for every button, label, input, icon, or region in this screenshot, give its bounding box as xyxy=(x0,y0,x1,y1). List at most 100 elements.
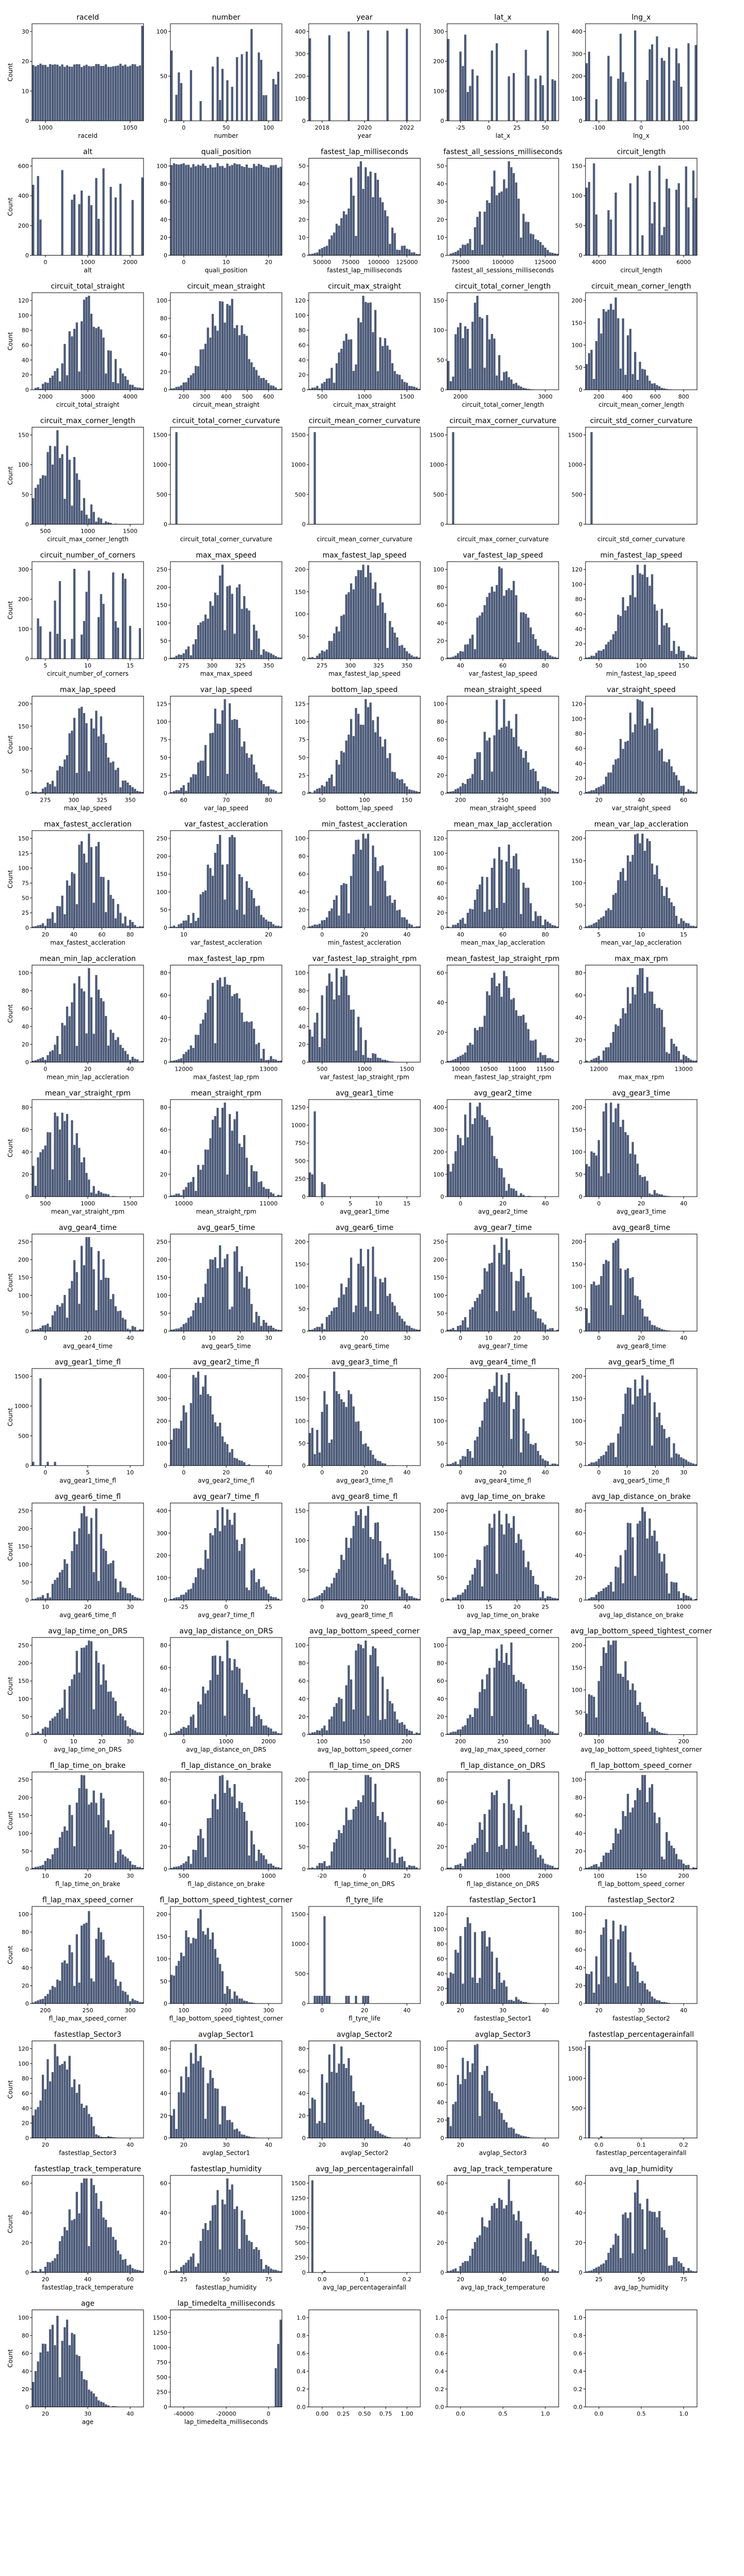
histogram-bar xyxy=(651,863,654,928)
histogram-bar xyxy=(94,63,98,121)
histogram-bar xyxy=(493,338,496,390)
y-axis-label: Count xyxy=(7,197,14,216)
y-tick-label: 100 xyxy=(18,745,29,752)
histogram-bar xyxy=(685,1056,688,1062)
histogram-bar xyxy=(355,1650,357,1735)
histogram-bar xyxy=(226,163,229,256)
y-tick-label: 60 xyxy=(22,342,29,349)
x-tick-label: 1000 xyxy=(219,1738,233,1745)
histogram-bar xyxy=(214,2088,217,2138)
histogram-bar xyxy=(495,2102,498,2138)
histogram-bar xyxy=(214,1793,217,1869)
axes-frame xyxy=(447,427,559,524)
histogram-bar xyxy=(138,791,141,793)
histogram-bar xyxy=(461,244,464,256)
histogram-bar xyxy=(648,380,651,390)
histogram-bar xyxy=(63,1295,66,1331)
histogram-bar xyxy=(204,1283,207,1331)
histogram-bar xyxy=(478,1294,481,1331)
histogram-bar xyxy=(90,1978,93,2004)
histogram-bar xyxy=(46,918,49,928)
histogram-bar xyxy=(92,326,96,390)
histogram-bar xyxy=(415,1598,418,1600)
histogram-bar xyxy=(386,896,389,928)
histogram-bar xyxy=(502,1264,505,1331)
histogram-bar xyxy=(267,167,270,256)
histogram-bar xyxy=(340,976,343,1062)
histogram-bar xyxy=(49,1597,52,1600)
y-tick-label: 250 xyxy=(18,1239,29,1246)
histogram-bar xyxy=(221,1507,224,1600)
histogram-bar xyxy=(102,1798,105,1869)
histogram-bar xyxy=(461,338,464,390)
histogram-bar xyxy=(626,1135,629,1197)
histogram-bar xyxy=(325,1730,328,1735)
x-tick-label: 20 xyxy=(265,931,272,938)
histogram-bar xyxy=(388,1559,391,1600)
histogram-bar xyxy=(517,198,520,256)
histogram-bar xyxy=(267,2266,270,2273)
histogram-bar xyxy=(663,1553,666,1600)
histogram-bar xyxy=(231,1998,234,2004)
histogram-bar xyxy=(456,1057,460,1062)
histogram-bar xyxy=(599,917,603,928)
histogram-bar xyxy=(665,623,668,659)
histogram-bar xyxy=(612,764,615,793)
histogram-bar xyxy=(522,1550,525,1600)
histogram-bar xyxy=(272,2269,275,2273)
histogram-bar xyxy=(315,386,319,390)
histogram-bar xyxy=(493,1989,496,2004)
histogram-bar xyxy=(245,2234,248,2273)
x-tick-label: 10 xyxy=(375,1200,382,1207)
histogram-bar xyxy=(546,921,549,928)
histogram-bar xyxy=(218,1775,221,1869)
histogram-bar xyxy=(124,1587,127,1600)
histogram-bar xyxy=(653,729,656,793)
histogram-bar xyxy=(388,349,391,390)
y-tick-label: 100 xyxy=(156,297,167,304)
histogram-bar xyxy=(527,1832,530,1869)
histogram-bar xyxy=(622,1413,625,1466)
histogram-bar xyxy=(473,1932,477,2004)
histogram-bar xyxy=(233,633,236,659)
x-axis-label: bottom_lap_speed xyxy=(336,805,393,812)
histogram-bar xyxy=(335,1391,338,1466)
x-tick-label: 15 xyxy=(680,931,687,938)
y-axis-label: Count xyxy=(7,1677,14,1695)
histogram-bar xyxy=(493,1386,496,1466)
histogram-bar xyxy=(505,976,508,1062)
y-tick-label: 20 xyxy=(437,2117,444,2124)
histogram-bar xyxy=(643,725,646,793)
histogram-bar xyxy=(73,2219,76,2273)
y-tick-label: 500 xyxy=(572,491,582,498)
histogram-bar xyxy=(401,1318,404,1331)
histogram-bar xyxy=(192,774,195,793)
histogram-bar xyxy=(94,1803,98,1869)
histogram-bar xyxy=(663,896,666,928)
histogram-bar xyxy=(235,1458,239,1466)
y-tick-label: 80 xyxy=(437,1941,444,1948)
histogram-bar xyxy=(515,1997,518,2004)
histogram-bar xyxy=(534,1849,537,1869)
histogram-bar xyxy=(252,1171,256,1197)
histogram-bar xyxy=(527,75,530,121)
histogram-bar xyxy=(100,1932,103,2004)
panel-circuit-std-corner-curvature: circuit_std_corner_curvature050010001500… xyxy=(568,417,698,543)
histogram-bar xyxy=(653,1189,656,1197)
x-tick-label: 800 xyxy=(678,393,689,400)
histogram-bar xyxy=(692,170,695,256)
histogram-bar xyxy=(495,1957,498,2004)
y-axis-label: Count xyxy=(7,1408,14,1426)
histogram-bar xyxy=(495,985,498,1062)
histogram-bar xyxy=(46,383,49,390)
y-tick-label: 40 xyxy=(437,895,444,901)
histogram-bar xyxy=(182,1054,185,1062)
histogram-bar xyxy=(221,68,224,121)
histogram-bar xyxy=(473,1300,477,1331)
histogram-bar xyxy=(631,374,634,390)
histogram-bar xyxy=(534,78,537,121)
y-tick-label: 20 xyxy=(298,216,306,223)
